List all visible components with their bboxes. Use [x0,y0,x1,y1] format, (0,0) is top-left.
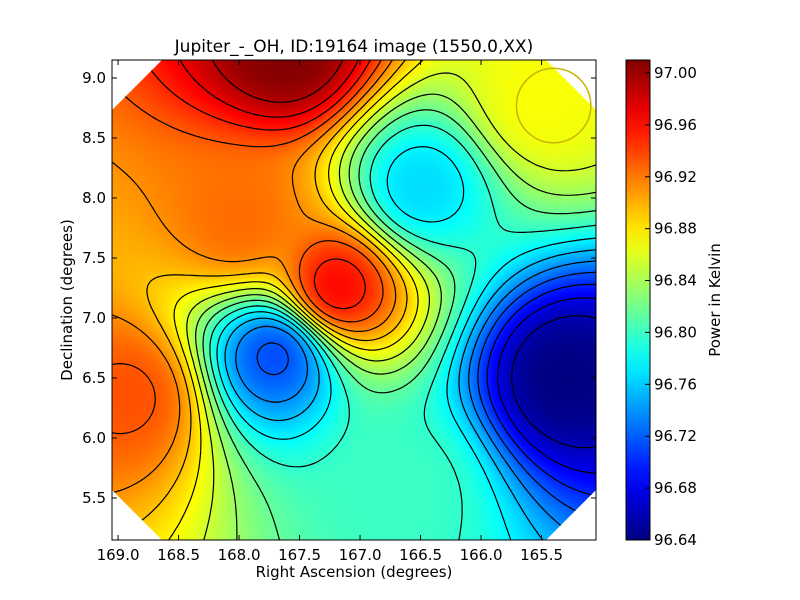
colorbar-tick-label: 96.64 [654,531,697,549]
contour-line [112,60,397,494]
y-tick-label: 7.5 [82,249,106,267]
plot-frame [111,59,597,541]
contour-line [235,260,596,540]
contour-lines [112,60,596,540]
colorbar-tick-label: 97.00 [654,64,697,82]
y-tick-label: 9.0 [82,69,106,87]
y-axis-label: Declination (degrees) [58,219,76,381]
contour-line [216,146,596,540]
contour-line [112,60,408,539]
contour-line [202,109,596,540]
contour-line [256,271,596,520]
y-tick-label: 5.5 [82,489,106,507]
y-tick-label: 8.0 [82,189,106,207]
x-tick-label: 166.0 [460,546,503,564]
x-axis-label: Right Ascension (degrees) [256,563,453,581]
beam-marker [515,67,592,144]
colorbar-label: Power in Kelvin [706,243,724,357]
y-tick-label: 6.5 [82,369,106,387]
contour-line [511,315,596,449]
chart-title: Jupiter_-_OH, ID:19164 image (1550.0,XX) [174,37,534,57]
colorbar-tick-label: 96.72 [654,427,697,445]
contour-line [486,283,596,497]
colorbar-tick-label: 96.68 [654,479,697,497]
x-axis-ticks: 169.0 168.5 168.0 167.5 167.0 166.5 166.0 165.5 [97,60,563,564]
x-tick-label: 169.0 [97,546,140,564]
heatmap-plot: 169.0 168.5 168.0 167.5 167.0 166.5 166.0 165.5… [82,59,597,564]
y-tick-label: 8.5 [82,129,106,147]
x-tick-label: 168.5 [157,546,200,564]
colorbar: 96.64 96.68 96.72 96.76 96.80 96.84 96.88 96.92… [625,59,697,549]
x-tick-label: 166.5 [399,546,442,564]
contour-line [497,297,596,474]
colorbar-tick-label: 96.76 [654,375,697,393]
colorbar-tick-label: 96.96 [654,116,697,134]
x-tick-label: 165.5 [520,546,563,564]
contour-line [195,93,596,540]
x-tick-label: 167.0 [339,546,382,564]
contour-line [186,72,596,540]
y-axis-ticks: 5.5 6.0 6.5 7.0 7.5 8.0 8.5 9.0 [82,69,596,507]
contour-line [112,60,384,435]
colorbar-tick-label: 96.84 [654,272,697,290]
y-tick-label: 6.0 [82,429,106,447]
x-tick-label: 167.5 [278,546,321,564]
colorbar-ticks: 96.64 96.68 96.72 96.76 96.80 96.84 96.88 96.92… [645,64,697,549]
x-tick-label: 168.0 [218,546,261,564]
colorbar-gradient [625,59,651,541]
y-tick-label: 7.0 [82,309,106,327]
colorbar-tick-label: 96.92 [654,168,697,186]
colorbar-tick-label: 96.88 [654,220,697,238]
contour-line [224,249,596,540]
colorbar-tick-label: 96.80 [654,323,697,341]
contour-line [209,124,596,540]
